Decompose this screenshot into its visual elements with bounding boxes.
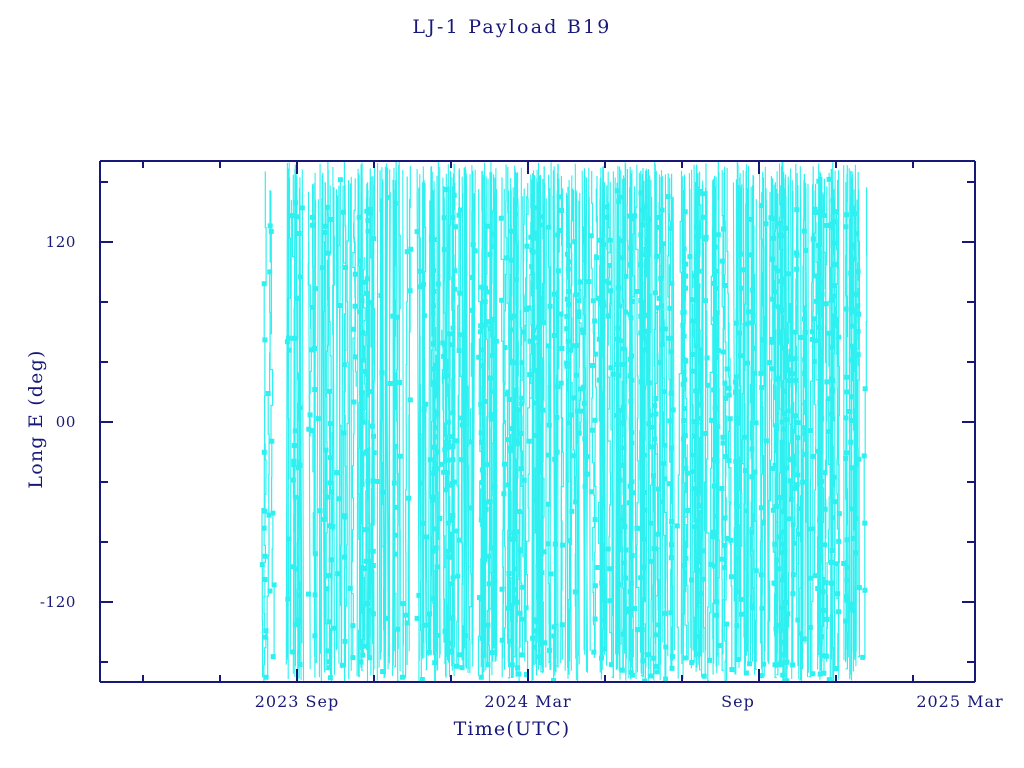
x-axis-title: Time(UTC) [453, 718, 571, 740]
y-tick-label: 00 [55, 413, 76, 431]
x-tick-label: 2024 Mar [484, 692, 572, 711]
page-title: LJ-1 Payload B19 [412, 16, 612, 38]
data-traces-dense [285, 161, 860, 682]
y-tick-label: -120 [39, 593, 76, 611]
x-tick-label: Sep [721, 692, 755, 711]
axis-frame [99, 160, 976, 683]
x-tick-label: 2023 Sep [254, 692, 340, 711]
x-tick-label: 2025 Mar [916, 692, 1004, 711]
y-tick-label: 120 [45, 233, 76, 251]
data-series-layer [259, 161, 868, 682]
